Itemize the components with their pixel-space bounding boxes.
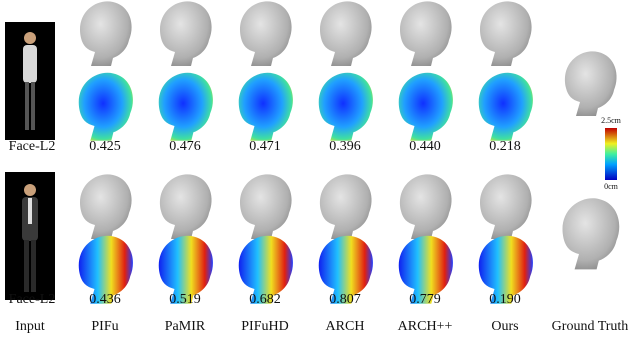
column-label: PIFuHD bbox=[241, 319, 288, 334]
metric-value: 0.519 bbox=[169, 292, 201, 307]
head-render bbox=[159, 73, 213, 141]
column-label: Ours bbox=[491, 319, 518, 334]
metric-value: 0.779 bbox=[409, 292, 441, 307]
metric-value: 0.471 bbox=[249, 139, 281, 154]
colorbar-max: 2.5cm bbox=[601, 116, 622, 125]
head-render bbox=[160, 174, 212, 239]
head-render bbox=[562, 198, 619, 269]
metric-value: 0.396 bbox=[329, 139, 361, 154]
head-render bbox=[400, 174, 452, 239]
metric-value: 0.682 bbox=[249, 292, 281, 307]
column-label: Input bbox=[15, 319, 45, 334]
metric-value: 0.425 bbox=[89, 139, 121, 154]
head-render bbox=[399, 73, 453, 141]
column-label: PIFu bbox=[91, 319, 118, 334]
figure: 2.5cm 0cm Face-L2 Face-L2 Input PIFu PaMIR… bbox=[0, 0, 636, 337]
head-render bbox=[240, 1, 292, 66]
head-render bbox=[320, 174, 372, 239]
row-label: Face-L2 bbox=[9, 292, 56, 307]
metric-value: 0.218 bbox=[489, 139, 521, 154]
metric-value: 0.476 bbox=[169, 139, 201, 154]
head-render bbox=[80, 1, 132, 66]
head-render bbox=[479, 73, 533, 141]
head-render bbox=[400, 1, 452, 66]
head-render bbox=[480, 174, 532, 239]
column-label: ARCH++ bbox=[398, 319, 453, 334]
head-render bbox=[80, 174, 132, 239]
metric-value: 0.807 bbox=[329, 292, 361, 307]
head-render bbox=[79, 73, 133, 141]
head-render bbox=[480, 1, 532, 66]
colorbar bbox=[605, 128, 617, 180]
metric-value: 0.190 bbox=[489, 292, 521, 307]
head-render bbox=[320, 1, 372, 66]
head-render bbox=[239, 73, 293, 141]
metric-value: 0.440 bbox=[409, 139, 441, 154]
head-render bbox=[319, 73, 373, 141]
column-label: PaMIR bbox=[165, 319, 206, 334]
column-label: Ground Truth bbox=[552, 319, 629, 334]
column-label: ARCH bbox=[326, 319, 365, 334]
head-render bbox=[565, 51, 617, 116]
head-render bbox=[240, 174, 292, 239]
head-render bbox=[160, 1, 212, 66]
colorbar-min: 0cm bbox=[604, 182, 619, 191]
metric-value: 0.436 bbox=[89, 292, 121, 307]
row-label: Face-L2 bbox=[9, 139, 56, 154]
